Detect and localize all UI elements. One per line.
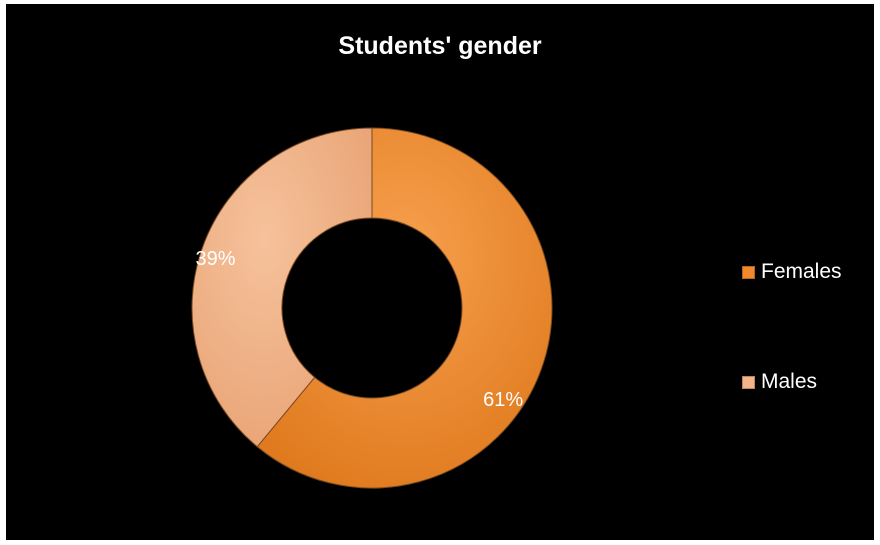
doughnut-chart: 61% 39% xyxy=(191,127,553,489)
legend-swatch-females xyxy=(742,265,755,279)
legend-item-males: Males xyxy=(742,370,817,394)
data-label-males: 39% xyxy=(196,248,236,270)
legend-swatch-males xyxy=(742,375,755,389)
data-label-females: 61% xyxy=(483,389,523,411)
legend-item-females: Females xyxy=(742,260,842,284)
slice-females xyxy=(256,127,553,489)
chart-title: Students' gender xyxy=(338,32,542,60)
slice-males xyxy=(191,127,373,448)
legend-label-males: Males xyxy=(761,370,818,393)
chart-area: Students' gender 61% 39% Females Males xyxy=(6,4,874,540)
legend-label-females: Females xyxy=(761,260,842,283)
